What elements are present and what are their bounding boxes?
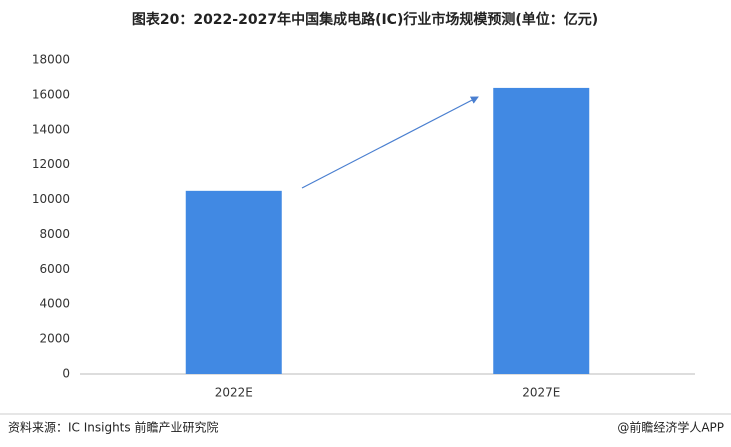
- y-tick-label: 8000: [39, 227, 70, 241]
- chart-title: 图表20：2022-2027年中国集成电路(IC)行业市场规模预测(单位：亿元): [132, 11, 598, 28]
- y-tick-label: 4000: [39, 297, 70, 311]
- y-tick-label: 16000: [32, 87, 70, 101]
- x-tick-label: 2022E: [215, 386, 253, 400]
- y-tick-label: 18000: [32, 53, 70, 67]
- source: 资料来源：IC Insights 前瞻产业研究院: [8, 420, 218, 435]
- bar: [493, 87, 590, 375]
- y-tick-label: 14000: [32, 122, 70, 136]
- credit: @前瞻经济学人APP: [617, 420, 724, 435]
- y-tick-label: 6000: [39, 262, 70, 276]
- y-tick-label: 0: [62, 367, 70, 381]
- y-tick-label: 10000: [32, 192, 70, 206]
- y-tick-label: 2000: [39, 332, 70, 346]
- trend-arrow: [301, 96, 479, 189]
- x-tick-label: 2027E: [522, 386, 560, 400]
- y-tick-label: 12000: [32, 157, 70, 171]
- bar: [185, 190, 282, 374]
